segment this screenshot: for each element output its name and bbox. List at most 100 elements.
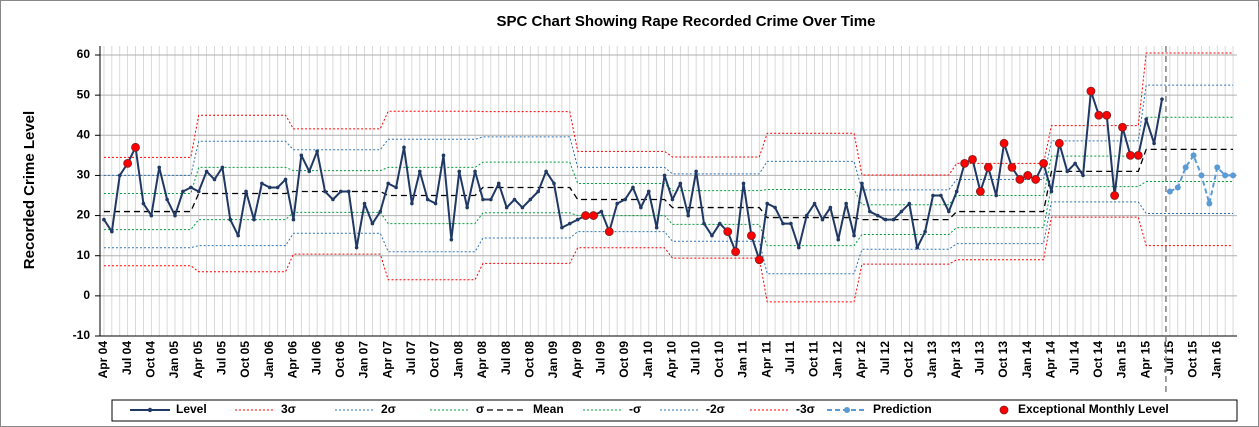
x-tick-label: Apr 06 — [286, 341, 300, 379]
legend-label: σ — [476, 402, 484, 416]
series-marker — [639, 205, 643, 210]
series-marker — [117, 173, 122, 178]
series-marker — [702, 221, 706, 226]
series-marker — [425, 197, 430, 202]
exception-point — [975, 187, 985, 196]
x-tick-label: Apr 10 — [665, 341, 679, 379]
exception-point — [1126, 150, 1135, 160]
x-tick-label: Jul 07 — [404, 341, 418, 375]
series-marker — [299, 153, 304, 158]
x-tick-label: Oct 09 — [617, 341, 631, 378]
series-marker — [528, 197, 533, 202]
exception-point — [1031, 175, 1041, 184]
series-marker — [947, 209, 951, 214]
series-marker — [812, 201, 817, 206]
series-marker — [244, 189, 248, 194]
exception-point — [1102, 110, 1112, 120]
x-tick-label: Jan 15 — [1115, 341, 1129, 379]
series-marker — [228, 217, 233, 222]
series-marker — [220, 165, 225, 170]
series-marker — [1206, 200, 1213, 207]
series-marker — [907, 201, 912, 206]
exception-point — [968, 154, 977, 164]
series-marker — [939, 193, 943, 198]
series-marker — [504, 205, 509, 210]
series-marker — [654, 225, 659, 230]
exception-point — [1039, 158, 1048, 168]
series-marker — [1081, 173, 1085, 178]
legend-marker — [147, 407, 153, 413]
series-marker — [196, 189, 201, 194]
series-marker — [149, 213, 154, 218]
series-marker — [307, 169, 312, 174]
legend-label: -2σ — [706, 402, 725, 416]
series-marker — [496, 181, 501, 186]
x-tick-label: Apr 05 — [191, 341, 205, 379]
y-tick-label: 10 — [77, 248, 91, 262]
series-marker — [670, 197, 675, 202]
series-marker — [315, 149, 319, 154]
series-line — [103, 216, 1234, 303]
x-tick-label: Oct 10 — [712, 341, 726, 378]
x-tick-label: Apr 14 — [1044, 341, 1058, 379]
series-marker — [370, 221, 375, 226]
x-tick-label: Apr 08 — [475, 341, 489, 379]
series-marker — [646, 189, 651, 194]
legend-label: Prediction — [873, 402, 932, 416]
series-marker — [157, 165, 162, 170]
series-marker — [844, 201, 848, 206]
x-tick-label: Jul 10 — [688, 341, 702, 375]
series-marker — [1144, 117, 1148, 122]
legend-marker — [999, 405, 1009, 415]
series-marker — [141, 201, 146, 206]
x-tick-label: Jan 14 — [1020, 341, 1034, 379]
series-marker — [441, 153, 446, 158]
series-marker — [796, 245, 801, 250]
series-marker — [781, 221, 785, 226]
exception-point — [1086, 86, 1096, 96]
x-tick-label: Jan 06 — [262, 341, 276, 379]
legend-label: 3σ — [281, 402, 296, 416]
x-tick-label: Jan 10 — [641, 341, 655, 379]
series-marker — [1160, 97, 1164, 101]
exception-point — [581, 211, 590, 220]
x-tick-label: Jul 12 — [878, 341, 892, 375]
series-marker — [923, 229, 927, 234]
exception-point — [960, 158, 969, 168]
exception-point — [731, 247, 741, 257]
series-marker — [575, 217, 580, 222]
series-line — [103, 148, 1234, 221]
exception-point — [999, 138, 1009, 148]
legend-label: 2σ — [381, 402, 396, 416]
series-marker — [560, 225, 564, 230]
series-marker — [181, 189, 185, 194]
x-tick-label: Oct 05 — [238, 341, 252, 378]
x-tick-label: Apr 13 — [949, 341, 963, 379]
exception-point — [1007, 162, 1017, 172]
series-line — [103, 84, 1234, 191]
y-axis-label: Recorded Crime Level — [21, 111, 38, 269]
series-marker — [623, 197, 627, 202]
x-tick-label: Jul 06 — [309, 341, 323, 375]
series-marker — [741, 181, 746, 186]
y-tick-label: 40 — [77, 127, 91, 141]
series-marker — [449, 237, 454, 242]
series-marker — [410, 201, 414, 206]
x-tick-label: Oct 04 — [143, 341, 157, 378]
x-tick-label: Jul 05 — [215, 341, 229, 375]
series-marker — [615, 201, 619, 206]
series-marker — [378, 209, 383, 214]
x-tick-label: Apr 07 — [380, 341, 394, 379]
series-marker — [773, 205, 777, 210]
series-marker — [544, 169, 548, 174]
y-tick-label: 20 — [77, 208, 91, 222]
series-marker — [710, 233, 714, 238]
x-tick-label: Apr 12 — [854, 341, 868, 379]
series-marker — [899, 209, 904, 214]
series-marker — [860, 181, 864, 186]
series-marker — [686, 213, 691, 218]
series-marker — [718, 221, 722, 226]
legend-marker — [844, 407, 850, 413]
series-marker — [465, 205, 469, 210]
